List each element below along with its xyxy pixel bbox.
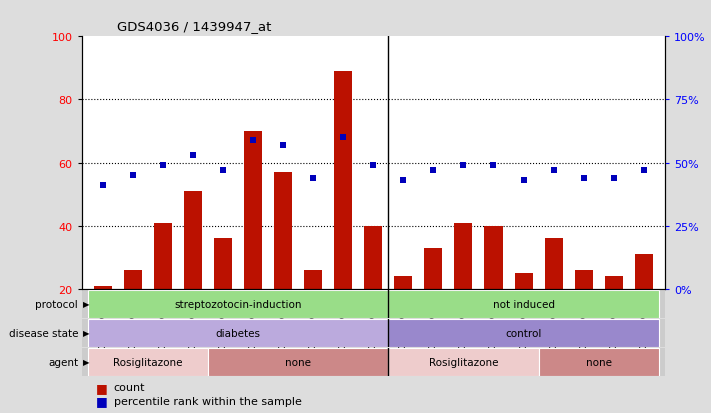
Bar	[574, 270, 593, 289]
Point	[307, 175, 319, 182]
Point	[97, 183, 109, 189]
Text: control: control	[506, 328, 542, 338]
Point	[458, 162, 469, 169]
Bar	[538, 348, 659, 376]
Text: streptozotocin-induction: streptozotocin-induction	[174, 299, 301, 309]
Text: GDS4036 / 1439947_at: GDS4036 / 1439947_at	[117, 20, 272, 33]
Text: Rosiglitazone: Rosiglitazone	[429, 357, 498, 367]
Text: ■: ■	[96, 394, 108, 407]
Text: percentile rank within the sample: percentile rank within the sample	[114, 396, 301, 406]
Text: not induced: not induced	[493, 299, 555, 309]
Point	[578, 175, 589, 182]
Bar	[87, 348, 208, 376]
Point	[638, 167, 649, 174]
Point	[338, 135, 349, 141]
Bar	[87, 319, 388, 347]
Bar	[388, 290, 659, 318]
Bar	[604, 277, 623, 289]
Text: protocol: protocol	[36, 299, 78, 309]
Bar	[304, 270, 322, 289]
Point	[368, 162, 379, 169]
Text: ▶: ▶	[83, 328, 90, 337]
Point	[548, 167, 560, 174]
Bar	[484, 226, 503, 289]
Point	[518, 178, 529, 184]
Point	[247, 137, 259, 144]
Text: ▶: ▶	[83, 299, 90, 309]
Bar	[395, 277, 412, 289]
Bar	[388, 348, 538, 376]
Bar	[94, 286, 112, 289]
Bar	[334, 72, 352, 289]
Bar	[274, 173, 292, 289]
Bar	[635, 254, 653, 289]
Point	[187, 152, 198, 159]
Bar	[364, 226, 383, 289]
Bar	[424, 248, 442, 289]
Text: disease state: disease state	[9, 328, 78, 338]
Bar	[184, 192, 202, 289]
Text: count: count	[114, 382, 145, 392]
Point	[488, 162, 499, 169]
Text: ■: ■	[96, 381, 108, 394]
Bar	[545, 239, 562, 289]
Text: ▶: ▶	[83, 357, 90, 366]
Bar	[244, 132, 262, 289]
Bar	[208, 348, 388, 376]
Bar	[154, 223, 172, 289]
Bar	[87, 290, 388, 318]
Point	[277, 142, 289, 149]
Point	[397, 178, 409, 184]
Point	[127, 172, 139, 179]
Bar	[124, 270, 142, 289]
Point	[218, 167, 229, 174]
Point	[428, 167, 439, 174]
Text: none: none	[586, 357, 611, 367]
Bar	[388, 319, 659, 347]
Point	[157, 162, 169, 169]
Text: none: none	[285, 357, 311, 367]
Point	[608, 175, 619, 182]
Bar	[214, 239, 232, 289]
Text: diabetes: diabetes	[215, 328, 260, 338]
Text: Rosiglitazone: Rosiglitazone	[113, 357, 183, 367]
Bar	[515, 273, 533, 289]
Text: agent: agent	[48, 357, 78, 367]
Bar	[454, 223, 472, 289]
